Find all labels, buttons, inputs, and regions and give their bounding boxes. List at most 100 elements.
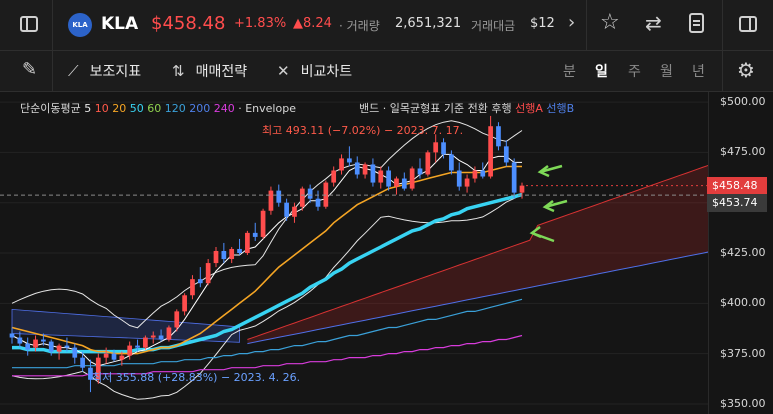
price-chart[interactable]: [0, 92, 773, 414]
candle-body: [292, 206, 297, 217]
more-arrow-icon[interactable]: ›: [568, 12, 576, 33]
candle-body: [370, 164, 376, 183]
candle-body: [276, 190, 282, 203]
span-a-label: 선행A: [515, 102, 543, 115]
clipboard-icon[interactable]: [689, 13, 704, 33]
candle-body: [143, 337, 148, 348]
star-icon[interactable]: ☆: [600, 10, 620, 35]
low-annotation: 최저 355.88 (+28.83%) − 2023. 4. 26.: [92, 371, 301, 384]
compare-button[interactable]: ✕ 비교차트: [277, 61, 352, 81]
candle-body: [401, 178, 407, 189]
candle-body: [41, 339, 46, 342]
candle-body: [88, 367, 93, 380]
candle-body: [425, 152, 431, 175]
indicator-icon: ⟋: [68, 62, 79, 80]
candle-body: [103, 353, 109, 358]
candle-body: [354, 162, 360, 175]
pencil-icon[interactable]: ✎: [22, 59, 38, 80]
candle-body: [213, 250, 219, 264]
candle-body: [503, 146, 509, 163]
period-minute-tab[interactable]: 분: [563, 64, 576, 80]
candle-body: [464, 178, 470, 187]
candle-body: [72, 347, 78, 358]
candle-body: [150, 335, 156, 338]
change-percent: +1.83%: [234, 16, 287, 31]
candle-body: [182, 295, 187, 312]
green-arrow-head: [542, 200, 555, 213]
ma-10: 10: [94, 102, 109, 115]
candle-body: [299, 188, 305, 207]
chart-toolbar: ✎ ⟋ 보조지표 ⇅ 매매전략 ✕ 비교차트 분 일 주 월 년 ⚙: [0, 51, 773, 92]
candle-body: [205, 263, 211, 284]
candle-body: [245, 232, 250, 253]
candle-body: [488, 126, 493, 177]
amount-value: $12: [530, 16, 555, 31]
candle-body: [315, 198, 321, 207]
ticker-name: KLA: [101, 14, 139, 34]
candle-body: [260, 210, 266, 237]
crosshair-price-tag: $453.74: [707, 194, 767, 213]
period-month-tab[interactable]: 월: [660, 64, 673, 80]
price-axis-tick: $475.00: [720, 145, 766, 159]
ma-5: 5: [84, 102, 92, 115]
price-axis-tick: $425.00: [720, 246, 766, 259]
candle-body: [449, 154, 454, 171]
candle-body: [252, 232, 258, 237]
ma20-line: [11, 165, 522, 355]
ichimoku-label: · 일목균형표: [382, 102, 441, 115]
strategy-icon: ⇅: [172, 62, 185, 80]
candle-body: [17, 337, 23, 344]
period-day-tab[interactable]: 일: [595, 64, 608, 80]
strategy-button[interactable]: ⇅ 매매전략: [172, 61, 247, 81]
period-week-tab[interactable]: 주: [628, 64, 641, 80]
panel-toggle-icon[interactable]: [739, 16, 757, 32]
price-axis-tick: $500.00: [720, 95, 766, 109]
ichimoku-legend: 밴드 · 일목균형표 기준 전환 후행 선행A 선행B: [359, 100, 574, 116]
candle-body: [394, 178, 399, 187]
price-axis[interactable]: [708, 92, 773, 414]
company-logo: KLA: [68, 13, 92, 37]
candle-body: [331, 170, 337, 183]
candle-body: [511, 162, 517, 193]
chart-plot[interactable]: [0, 92, 708, 414]
change-amount: ▲8.24: [293, 16, 332, 31]
candle-body: [409, 168, 415, 189]
green-arrow-icon: [544, 199, 568, 209]
span-b-line: [247, 251, 708, 345]
candle-body: [166, 327, 172, 340]
price-axis-tick: $375.00: [720, 346, 766, 360]
indicators-button[interactable]: ⟋ 보조지표: [68, 61, 141, 81]
span-a-line: [247, 164, 708, 340]
compare-icon: ✕: [277, 62, 290, 80]
bollinger-upper: [11, 120, 523, 329]
candle-body: [323, 182, 329, 207]
green-arrow-head: [529, 226, 542, 239]
amount-label: 거래대금: [471, 19, 516, 33]
candle-body: [268, 190, 274, 211]
candle-body: [519, 185, 525, 193]
conversion-line-label: 전환: [467, 102, 488, 115]
candle-body: [347, 158, 352, 163]
candle-body: [417, 168, 423, 175]
sidebar-toggle-icon[interactable]: [20, 16, 38, 32]
base-line-label: 기준: [443, 102, 465, 115]
candle-body: [229, 248, 235, 260]
green-arrow-icon: [539, 164, 563, 174]
candle-body: [362, 164, 368, 175]
period-year-tab[interactable]: 년: [692, 64, 705, 80]
ma-200: 200: [189, 102, 211, 115]
candle-body: [339, 158, 344, 171]
ma-120: 120: [164, 102, 186, 115]
candle-body: [284, 202, 289, 217]
candle-body: [456, 170, 462, 187]
volume-label: · 거래량: [339, 19, 380, 33]
bands-label: 밴드: [359, 102, 380, 115]
candle-body: [190, 279, 195, 296]
candle-body: [378, 170, 384, 183]
settings-gear-icon[interactable]: ⚙: [737, 58, 755, 82]
candle-body: [221, 250, 227, 260]
early-cloud: [11, 308, 240, 343]
candle-body: [135, 345, 140, 348]
swap-icon[interactable]: ⇄: [645, 11, 662, 35]
ichimoku-cloud: [247, 165, 708, 344]
